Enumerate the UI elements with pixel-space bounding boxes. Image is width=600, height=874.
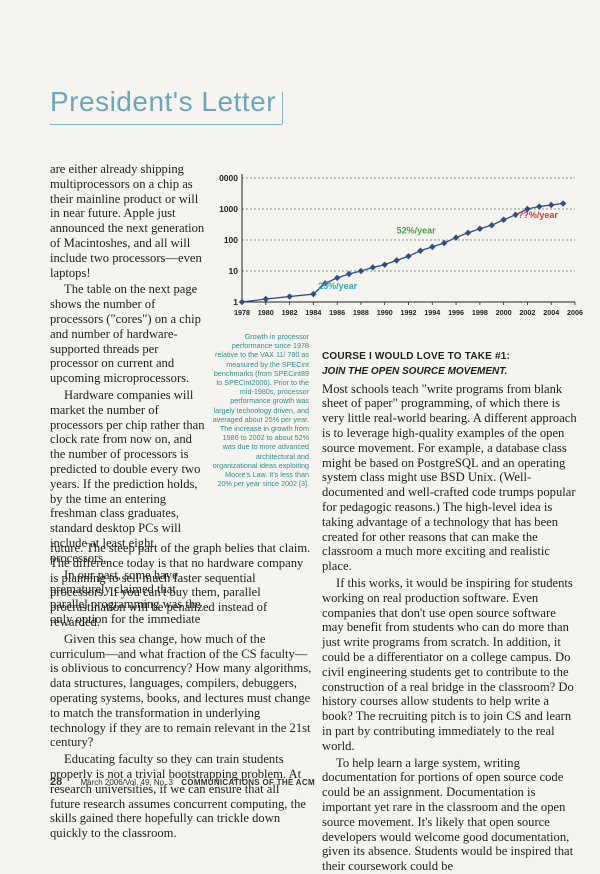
- x-tick-label: 1988: [353, 308, 369, 317]
- x-tick-label: 2004: [543, 308, 559, 317]
- continued-paragraph-1: future. The steep part of the graph beli…: [50, 541, 311, 629]
- x-tick-label: 1990: [377, 308, 393, 317]
- data-point: [536, 203, 543, 210]
- annotation-52pct: 52%/year: [397, 226, 437, 236]
- left-paragraph-1: are either already shipping multiprocess…: [50, 162, 205, 280]
- data-point: [464, 229, 472, 237]
- x-tick-label: 1982: [282, 308, 298, 317]
- data-point: [322, 280, 329, 287]
- chart-caption: Growth in processor performance since 19…: [212, 332, 309, 489]
- page-footer: 28 March 2006/Vol. 49, No. 3 COMMUNICATI…: [50, 776, 315, 788]
- course-subheading: Join the Open Source Movement.: [322, 365, 508, 377]
- x-tick-label: 2006: [567, 308, 583, 317]
- processor-performance-chart: 1 10 100 1000 0000 1978 1980 1982 1984 1986 1988 19…: [210, 162, 585, 322]
- course-heading: Course I Would Love to Take #1:: [322, 351, 511, 362]
- data-point: [238, 298, 246, 306]
- left-paragraph-2: The table on the next page shows the num…: [50, 282, 201, 386]
- issue-info: March 2006/Vol. 49, No. 3: [80, 778, 173, 787]
- data-point: [452, 234, 460, 241]
- x-tick-label: 1984: [305, 308, 321, 317]
- data-point: [381, 261, 388, 268]
- x-tick-label: 2000: [496, 308, 512, 317]
- x-tick-label: 1992: [401, 308, 417, 317]
- data-point: [357, 267, 365, 275]
- data-point: [476, 225, 484, 232]
- y-tick-label: 1: [233, 297, 238, 307]
- data-point: [369, 264, 377, 271]
- left-paragraph-4: In our past, some have prematurely claim…: [50, 567, 201, 626]
- data-point: [548, 201, 555, 209]
- right-paragraph-3: To help learn a large system, writing do…: [322, 755, 574, 874]
- data-point: [405, 253, 412, 260]
- x-tick-label: 1998: [472, 308, 488, 317]
- data-point: [440, 239, 448, 247]
- annotation-unknown-pct: ??%/year: [518, 210, 559, 220]
- data-point: [262, 295, 269, 303]
- x-tick-label: 1978: [234, 308, 250, 317]
- page-number: 28: [50, 776, 63, 788]
- data-point: [429, 243, 436, 251]
- magazine-name: COMMUNICATIONS OF THE ACM: [181, 778, 315, 787]
- data-point: [333, 274, 341, 282]
- data-point: [559, 200, 567, 207]
- x-tick-label: 1994: [424, 308, 440, 317]
- data-point: [286, 293, 293, 300]
- data-point: [310, 290, 317, 298]
- right-paragraph-1: Most schools teach "write programs from …: [322, 381, 577, 574]
- series-line: [241, 202, 564, 303]
- y-tick-label: 100: [224, 235, 238, 245]
- data-point: [500, 216, 507, 223]
- data-point: [393, 257, 400, 264]
- continued-text: future. The steep part of the graph beli…: [50, 541, 312, 841]
- annotation-25pct: 25%/year: [318, 281, 358, 291]
- continued-paragraph-3: Educating faculty so they can train stud…: [50, 752, 306, 841]
- left-paragraph-3: Hardware companies will market the numbe…: [50, 387, 205, 565]
- data-point: [488, 222, 495, 229]
- section-title: President's Letter: [50, 86, 277, 117]
- y-tick-label: 10: [229, 266, 239, 276]
- title-underline: [50, 124, 282, 125]
- data-point: [417, 247, 424, 254]
- x-tick-label: 1996: [448, 308, 464, 317]
- right-paragraph-2: If this works, it would be inspiring for…: [322, 575, 574, 753]
- continued-paragraph-2: Given this sea change, how much of the c…: [50, 631, 312, 750]
- x-tick-label: 2002: [519, 308, 535, 317]
- x-tick-label: 1980: [258, 308, 274, 317]
- left-column: are either already shipping multiprocess…: [50, 162, 208, 627]
- y-tick-label: 1000: [219, 204, 238, 214]
- chart-svg: 1 10 100 1000 0000 1978 1980 1982 1984 1986 1988 19…: [219, 173, 583, 317]
- right-column: Course I Would Love to Take #1: Join the…: [322, 350, 577, 874]
- data-point: [345, 270, 353, 278]
- x-tick-label: 1986: [329, 308, 345, 317]
- y-tick-label: 0000: [219, 173, 238, 183]
- title-vertical-rule: [282, 92, 283, 124]
